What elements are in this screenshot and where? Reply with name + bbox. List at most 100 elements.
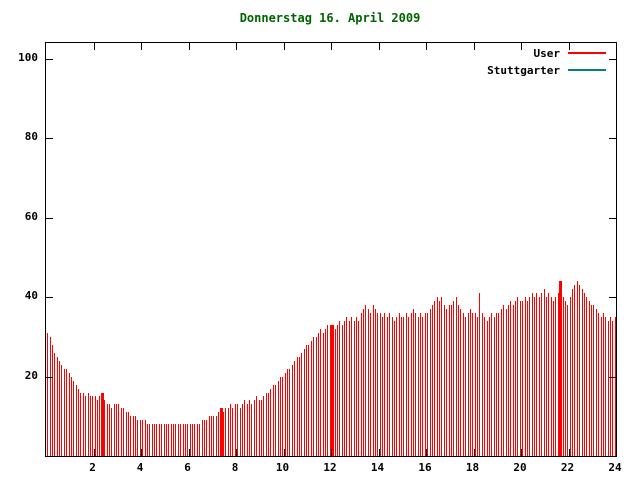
user-bar — [410, 313, 412, 456]
user-bar — [277, 380, 279, 456]
user-bar — [99, 396, 101, 456]
user-bar — [550, 297, 552, 456]
user-bar — [384, 313, 386, 456]
user-bar — [522, 301, 524, 456]
user-bar — [391, 317, 393, 456]
user-bar — [602, 313, 604, 456]
x-tick-label: 16 — [418, 461, 432, 474]
legend-line-user — [568, 52, 606, 54]
user-bar — [263, 396, 265, 456]
user-bar — [241, 404, 243, 456]
user-bar — [429, 309, 431, 456]
user-bar — [398, 313, 400, 456]
user-bar — [458, 305, 460, 456]
user-bar — [455, 297, 457, 456]
user-bar — [137, 420, 139, 456]
user-bar — [249, 400, 251, 456]
x-tick-label: 20 — [513, 461, 527, 474]
user-bar — [431, 305, 433, 456]
user-bar — [239, 408, 241, 456]
user-bar — [89, 396, 91, 456]
y-tick — [46, 297, 53, 299]
user-bar — [500, 309, 502, 456]
user-bar — [144, 420, 146, 456]
user-bar — [370, 313, 372, 456]
x-tick — [616, 449, 617, 456]
user-bar — [377, 313, 379, 456]
user-bar — [496, 313, 498, 456]
user-bar — [327, 325, 329, 456]
user-bar — [66, 368, 68, 456]
user-bar — [567, 305, 569, 456]
user-bar — [469, 309, 471, 456]
user-bar — [605, 317, 607, 456]
x-tick-label: 18 — [465, 461, 480, 474]
y-tick — [609, 376, 616, 378]
user-bar — [517, 297, 519, 456]
user-bar — [189, 424, 191, 456]
user-bar — [294, 360, 296, 456]
user-bar — [175, 424, 177, 456]
user-bar — [215, 416, 217, 456]
user-bar — [177, 424, 179, 456]
user-bar — [163, 424, 165, 456]
user-bar — [591, 305, 593, 456]
x-tick — [236, 43, 237, 50]
user-bar — [289, 368, 291, 456]
user-bar — [331, 325, 335, 456]
user-bar — [104, 400, 106, 456]
user-bar — [572, 289, 574, 456]
user-bar — [208, 416, 210, 456]
x-tick-label: 14 — [370, 461, 385, 474]
user-bar — [244, 400, 246, 456]
user-bar — [382, 317, 384, 456]
user-bar — [510, 301, 512, 456]
user-bar — [123, 408, 125, 456]
y-tick — [609, 138, 616, 140]
user-bar — [526, 301, 528, 456]
user-bar — [346, 317, 348, 456]
user-bar — [439, 301, 441, 456]
user-bar — [59, 360, 61, 456]
chart-title: Donnerstag 16. April 2009 — [239, 11, 421, 25]
y-tick — [46, 376, 53, 378]
user-bar — [477, 317, 479, 456]
user-bar — [151, 424, 153, 456]
user-bar — [154, 424, 156, 456]
user-bar — [339, 321, 341, 456]
user-bar — [308, 344, 310, 456]
user-bar — [296, 356, 298, 456]
y-tick — [46, 58, 53, 60]
user-bar — [503, 305, 505, 456]
user-bar — [329, 325, 331, 456]
user-bar — [246, 404, 248, 456]
user-bar — [256, 396, 258, 456]
user-bar — [534, 297, 536, 456]
user-bar — [351, 317, 353, 456]
user-bar — [182, 424, 184, 456]
x-tick — [141, 43, 142, 50]
user-bar — [51, 344, 53, 456]
user-bar — [63, 368, 65, 456]
user-bar — [519, 301, 521, 456]
user-bar — [515, 301, 517, 456]
user-bar — [94, 396, 96, 456]
x-tick — [188, 449, 190, 456]
user-bar — [306, 344, 308, 456]
user-bar — [379, 313, 381, 456]
user-bar — [232, 408, 234, 456]
user-bar — [284, 372, 286, 456]
user-bar — [479, 293, 481, 456]
x-tick-label: 6 — [184, 461, 191, 474]
user-bar — [389, 313, 391, 456]
user-bar — [512, 305, 514, 456]
user-bar — [486, 321, 488, 456]
user-bar — [82, 392, 84, 456]
user-bar — [184, 424, 186, 456]
user-bar — [213, 416, 215, 456]
user-bar — [415, 313, 417, 456]
user-bar — [322, 332, 324, 456]
user-bar — [488, 317, 490, 456]
x-tick — [236, 449, 237, 456]
user-bar — [593, 305, 595, 456]
